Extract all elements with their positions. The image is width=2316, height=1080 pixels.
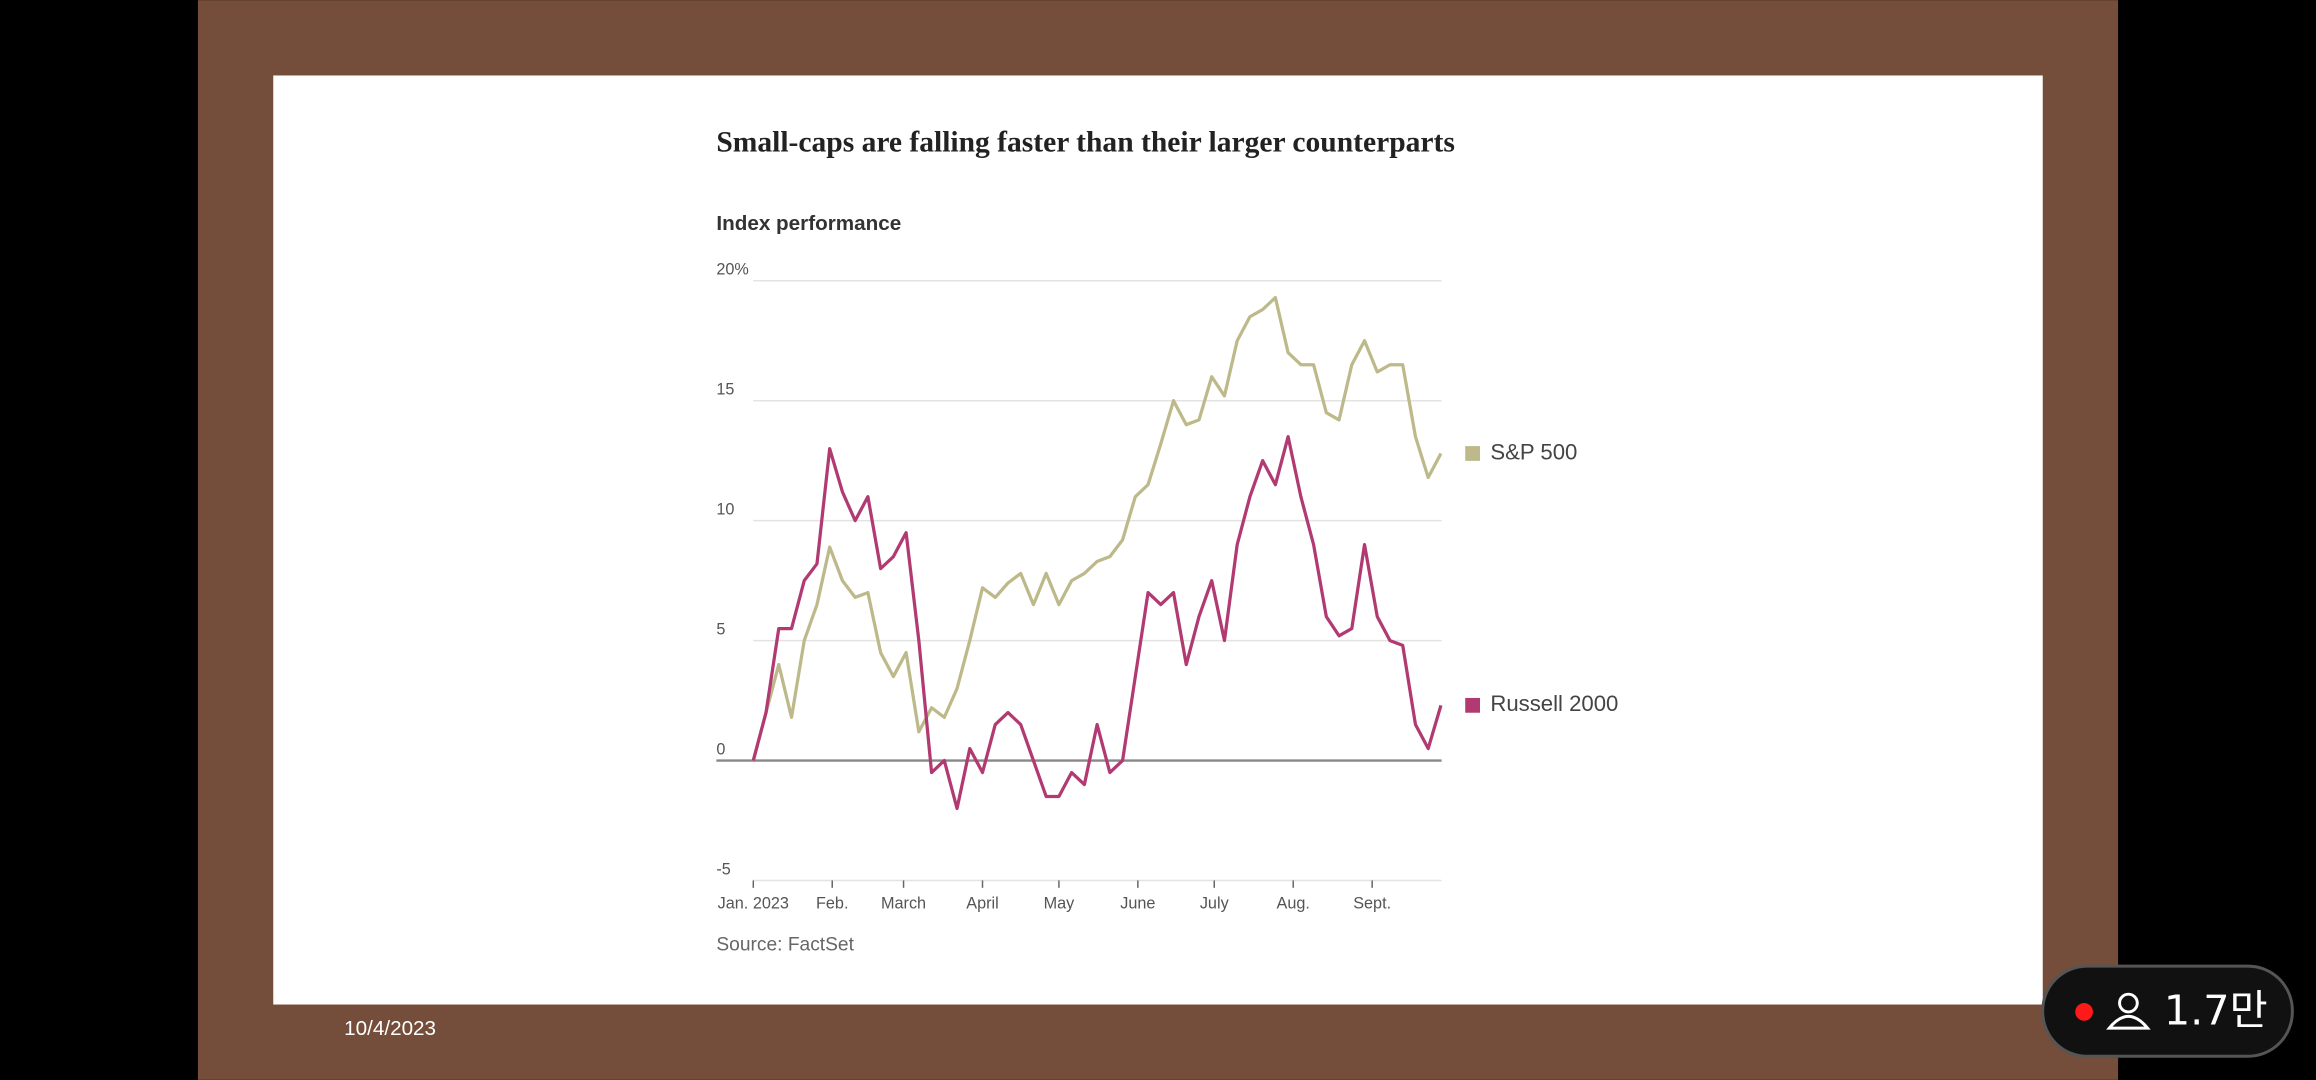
x-tick-label: Jan. 2023 bbox=[718, 894, 789, 912]
slide-date: 10/4/2023 bbox=[344, 1017, 436, 1040]
badge-bg[interactable] bbox=[2041, 964, 2294, 1058]
viewer-count: 1.7만 bbox=[2164, 986, 2268, 1034]
x-tick-label: Feb. bbox=[816, 894, 849, 912]
y-tick-label: 5 bbox=[716, 621, 725, 639]
x-tick-label: May bbox=[1044, 894, 1076, 912]
legend-label: Russell 2000 bbox=[1490, 691, 1618, 716]
viewer-badge[interactable]: 1.7만 bbox=[2041, 964, 2294, 1058]
legend-swatch bbox=[1465, 697, 1480, 713]
x-tick-label: July bbox=[1200, 894, 1230, 912]
series-line bbox=[751, 295, 1443, 761]
slide bbox=[273, 75, 2043, 1005]
person-icon-head bbox=[2118, 992, 2139, 1014]
y-tick-label: 20% bbox=[716, 261, 749, 279]
x-tick-label: Sept. bbox=[1353, 894, 1391, 912]
y-tick-label: 15 bbox=[716, 381, 734, 399]
chart-subtitle: Index performance bbox=[716, 212, 901, 235]
x-tick-label: April bbox=[966, 894, 998, 912]
x-tick-label: June bbox=[1120, 894, 1155, 912]
person-icon-body bbox=[2106, 1014, 2151, 1030]
y-tick-label: 0 bbox=[716, 740, 725, 758]
x-tick-label: Aug. bbox=[1277, 894, 1310, 912]
x-tick-label: March bbox=[881, 894, 926, 912]
live-dot bbox=[2075, 1003, 2093, 1021]
series-line bbox=[751, 435, 1443, 811]
chart-title: Small-caps are falling faster than their… bbox=[716, 127, 1454, 159]
y-tick-label: 10 bbox=[716, 501, 734, 519]
source-note: Source: FactSet bbox=[716, 935, 854, 956]
legend-swatch bbox=[1465, 446, 1480, 461]
legend-label: S&P 500 bbox=[1490, 439, 1577, 464]
y-tick-label: -5 bbox=[716, 860, 730, 878]
